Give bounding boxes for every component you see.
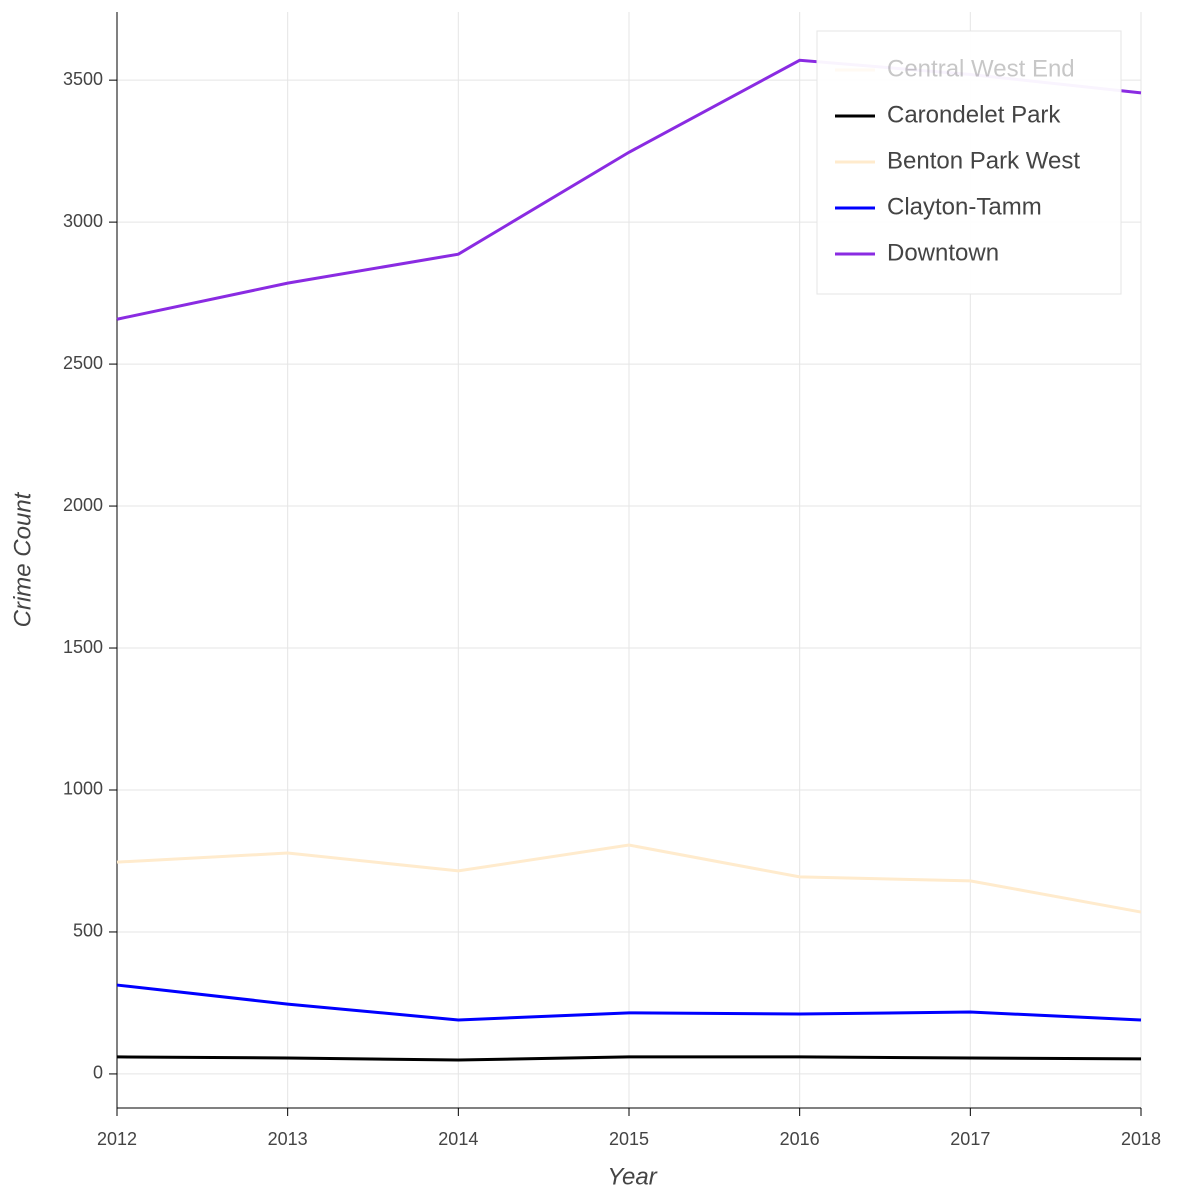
x-tick-label: 2017 [950,1129,990,1149]
series-line [116,843,1142,914]
x-tick-label: 2018 [1121,1129,1161,1149]
series-line [116,983,1142,1022]
legend-label: Downtown [887,239,999,266]
y-tick-label: 500 [73,921,103,941]
y-tick-label: 3500 [63,69,103,89]
x-tick-label: 2014 [438,1129,478,1149]
legend-label: Carondelet Park [887,101,1061,128]
x-axis-title: Year [607,1163,657,1190]
y-tick-label: 1000 [63,779,103,799]
y-tick-label: 0 [93,1063,103,1083]
series-line [116,1055,1142,1062]
legend-label: Clayton-Tamm [887,193,1042,220]
y-tick-label: 1500 [63,637,103,657]
x-tick-label: 2015 [609,1129,649,1149]
x-tick-label: 2016 [780,1129,820,1149]
y-tick-label: 2500 [63,353,103,373]
legend: Central West End Carondelet Park Benton Pa… [816,30,1122,295]
y-tick-label: 3000 [63,211,103,231]
y-axis-title: Crime Count [9,491,36,627]
legend-label: Central West End [887,55,1075,82]
x-tick-label: 2013 [268,1129,308,1149]
legend-label: Benton Park West [887,147,1080,174]
x-tick-label: 2012 [97,1129,137,1149]
y-tick-label: 2000 [63,495,103,515]
